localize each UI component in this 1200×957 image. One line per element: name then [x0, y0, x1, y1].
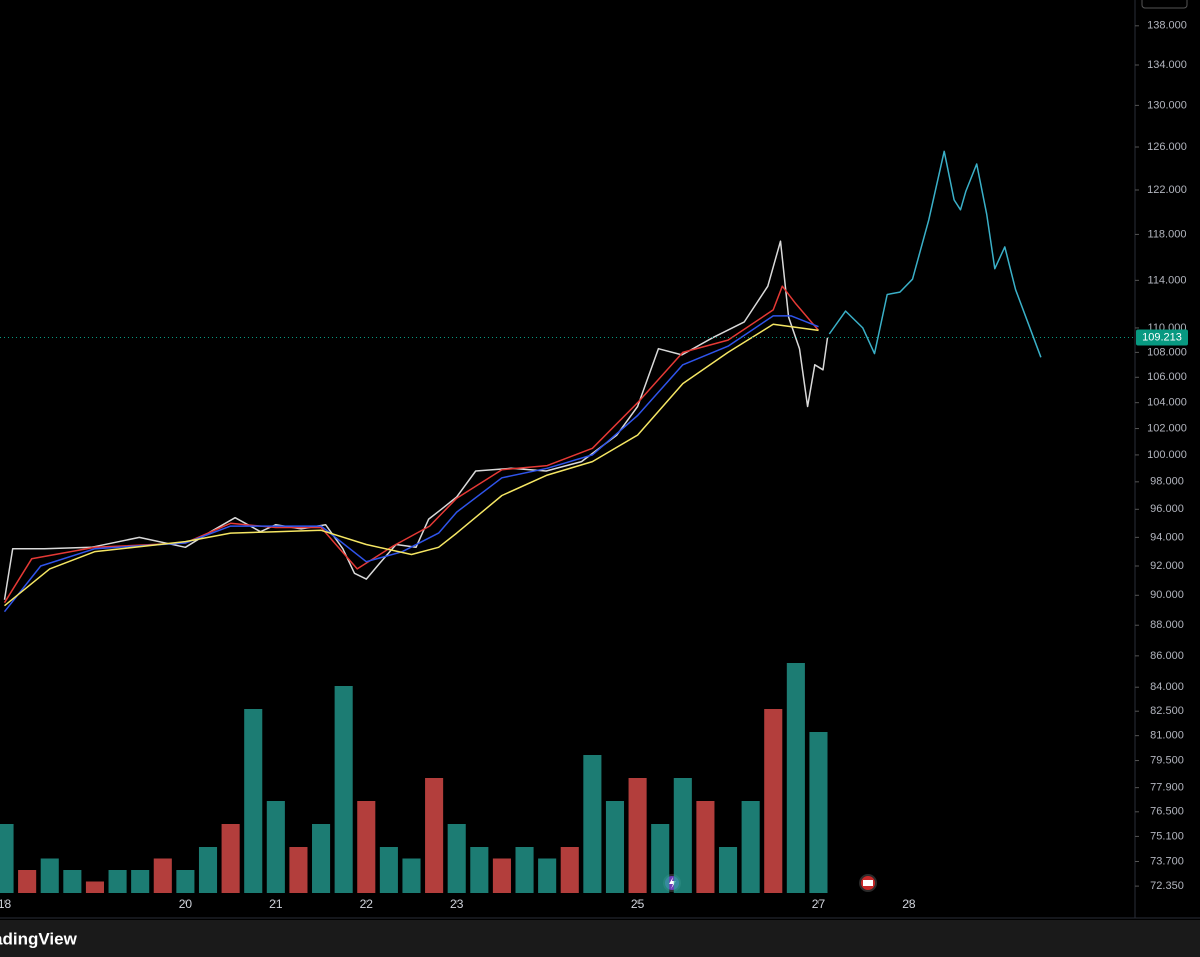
volume-bar — [583, 755, 602, 893]
x-tick-label: 28 — [902, 897, 916, 911]
x-tick-label: 27 — [812, 897, 826, 911]
volume-bar — [357, 801, 376, 893]
volume-bar — [18, 870, 37, 893]
volume-bar — [334, 686, 353, 893]
volume-bar — [560, 847, 579, 893]
volume-bar — [312, 824, 331, 893]
x-tick-label: 25 — [631, 897, 645, 911]
y-tick-label: 81.000 — [1150, 730, 1184, 742]
y-tick-label: 104.000 — [1147, 397, 1187, 409]
last-price-label: 109.213 — [1142, 331, 1182, 343]
x-tick-label: 18 — [0, 897, 12, 911]
y-tick-label: 92.000 — [1150, 560, 1184, 572]
last-price-box — [1136, 329, 1188, 346]
y-tick-label: 82.500 — [1150, 705, 1184, 717]
y-tick-label: 134.000 — [1147, 59, 1187, 71]
volume-bar — [538, 858, 557, 893]
y-tick-label: 118.000 — [1148, 228, 1187, 240]
volume-bar — [63, 870, 82, 893]
volume-bar — [402, 858, 421, 893]
volume-bar — [379, 847, 398, 893]
y-tick-label: 79.500 — [1150, 754, 1184, 766]
volume-bar — [447, 824, 466, 893]
y-tick-label: 106.000 — [1147, 371, 1187, 383]
y-tick-label: 88.000 — [1150, 619, 1184, 631]
volume-bar — [605, 801, 625, 893]
y-tick-label: 76.500 — [1150, 806, 1184, 818]
volume-bar — [221, 824, 240, 893]
volume-bar — [198, 847, 218, 893]
x-tick-label: 22 — [360, 897, 374, 911]
y-tick-label: 126.000 — [1147, 141, 1187, 153]
volume-bar — [628, 778, 647, 893]
volume-bar — [786, 663, 805, 893]
x-tick-label: 20 — [179, 897, 193, 911]
volume-bar — [85, 881, 105, 893]
y-tick-label: 94.000 — [1150, 531, 1184, 543]
y-tick-label: 102.000 — [1147, 422, 1187, 434]
volume-bar — [108, 870, 127, 893]
volume-bar — [470, 847, 489, 893]
y-tick-label: 72.350 — [1150, 880, 1184, 892]
volume-bar — [718, 847, 738, 893]
event-icon — [863, 880, 873, 886]
series-line — [3, 240, 829, 600]
y-tick-label: 86.000 — [1150, 650, 1184, 662]
y-tick-label: 98.000 — [1150, 476, 1184, 488]
volume-bar — [425, 778, 444, 893]
volume-bar — [651, 824, 670, 893]
volume-bar — [515, 847, 534, 893]
series-line — [3, 285, 820, 604]
brand: TradingView — [0, 929, 78, 948]
y-tick-label: 77.900 — [1150, 782, 1184, 794]
currency-box — [1141, 0, 1188, 9]
y-tick-label: 138.000 — [1147, 20, 1187, 32]
volume-bar — [266, 801, 285, 893]
volume-bar — [0, 824, 14, 893]
x-tick-label: 23 — [450, 897, 464, 911]
volume-bar — [244, 709, 263, 893]
y-tick-label: 114.000 — [1148, 274, 1187, 286]
series-line — [828, 150, 1042, 358]
series-line — [4, 323, 819, 607]
y-tick-label: 73.700 — [1150, 855, 1184, 867]
y-tick-label: 108.000 — [1147, 346, 1187, 358]
footer-bar — [0, 920, 1200, 957]
y-tick-label: 130.000 — [1147, 99, 1187, 111]
y-tick-label: 90.000 — [1150, 589, 1184, 601]
volume-bar — [809, 732, 828, 893]
y-tick-label: 100.000 — [1147, 449, 1187, 461]
y-tick-label: 84.000 — [1150, 681, 1184, 693]
volume-bar — [741, 801, 760, 893]
volume-bar — [40, 858, 59, 893]
volume-bar — [176, 870, 195, 893]
volume-bar — [153, 858, 172, 893]
x-tick-label: 21 — [269, 897, 283, 911]
volume-bar — [673, 778, 692, 893]
volume-bar — [696, 801, 715, 893]
y-tick-label: 75.100 — [1150, 830, 1184, 842]
y-tick-label: 96.000 — [1150, 503, 1184, 515]
y-tick-label: 122.000 — [1147, 184, 1187, 196]
volume-bar — [289, 847, 308, 893]
volume-bar — [131, 870, 150, 893]
event-icon — [669, 877, 676, 889]
volume-bar — [492, 858, 511, 893]
volume-bar — [764, 709, 783, 893]
